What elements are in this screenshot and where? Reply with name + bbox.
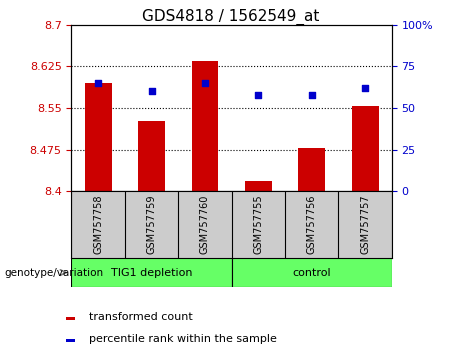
- Point: [361, 85, 369, 91]
- Text: control: control: [292, 268, 331, 278]
- Point: [148, 88, 155, 94]
- Text: GSM757759: GSM757759: [147, 195, 157, 254]
- Point: [254, 92, 262, 97]
- Point: [201, 80, 209, 86]
- Point: [95, 80, 102, 86]
- Text: transformed count: transformed count: [89, 312, 192, 322]
- Text: GSM757757: GSM757757: [360, 195, 370, 254]
- Text: GDS4818 / 1562549_at: GDS4818 / 1562549_at: [142, 9, 319, 25]
- Bar: [71, 258, 231, 287]
- Text: GSM757760: GSM757760: [200, 195, 210, 254]
- Bar: [352, 106, 378, 191]
- Bar: [65, 339, 76, 342]
- Text: percentile rank within the sample: percentile rank within the sample: [89, 333, 277, 344]
- Text: GSM757758: GSM757758: [93, 195, 103, 254]
- Bar: [298, 148, 325, 191]
- Bar: [231, 258, 392, 287]
- Point: [308, 92, 315, 97]
- Bar: [192, 61, 219, 191]
- Text: genotype/variation: genotype/variation: [5, 268, 104, 278]
- Text: TIG1 depletion: TIG1 depletion: [111, 268, 192, 278]
- Bar: [65, 317, 76, 320]
- Bar: [85, 83, 112, 191]
- Text: GSM757755: GSM757755: [254, 195, 263, 254]
- Bar: [138, 121, 165, 191]
- Text: GSM757756: GSM757756: [307, 195, 317, 254]
- Bar: [245, 181, 272, 191]
